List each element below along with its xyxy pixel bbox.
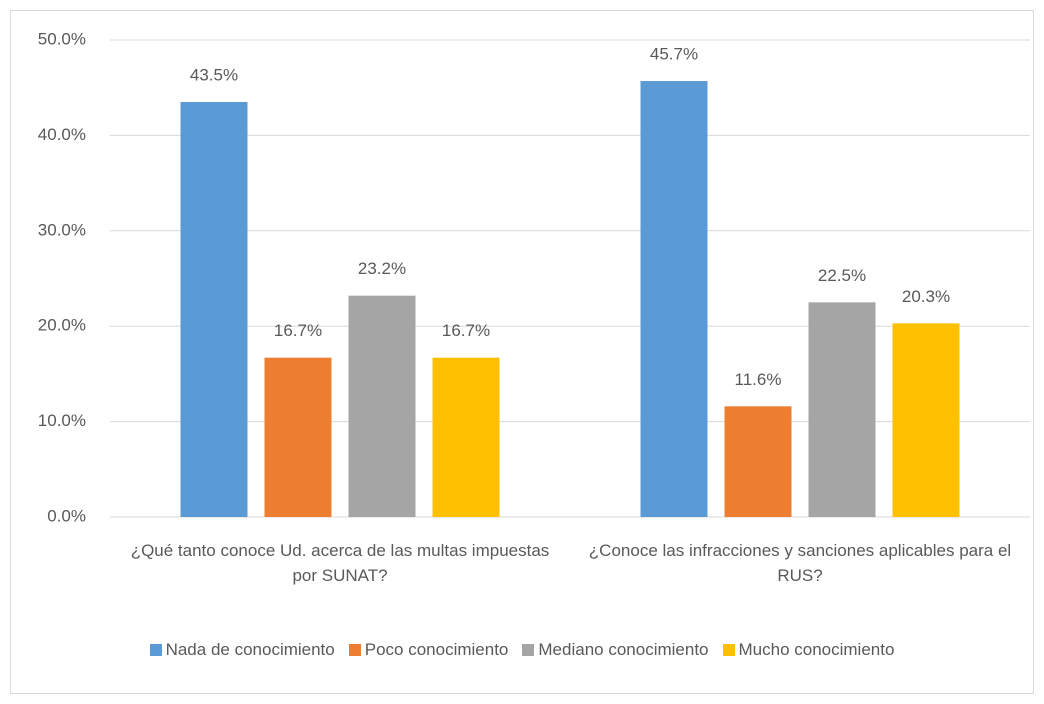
- data-label: 11.6%: [735, 370, 782, 389]
- bar: [640, 81, 708, 517]
- legend-item: Mediano conocimiento: [522, 640, 709, 660]
- y-tick-label: 10.0%: [38, 411, 86, 430]
- legend: Nada de conocimiento Poco conocimiento Med…: [10, 640, 1034, 660]
- y-tick-label: 40.0%: [38, 125, 86, 144]
- y-tick-label: 0.0%: [47, 506, 86, 525]
- legend-label: Mucho conocimiento: [738, 640, 895, 659]
- legend-label: Poco conocimiento: [364, 640, 509, 659]
- y-tick-label: 30.0%: [38, 220, 86, 239]
- x-tick-label: ¿Qué tanto conoce Ud. acerca de las mult…: [130, 541, 550, 585]
- y-tick-label: 20.0%: [38, 316, 86, 335]
- bar: [348, 295, 416, 517]
- legend-item: Mucho conocimiento: [722, 640, 895, 660]
- data-label: 16.7%: [274, 321, 322, 340]
- legend-item: Poco conocimiento: [348, 640, 509, 660]
- legend-swatch: [149, 644, 162, 656]
- chart-border: [10, 10, 1034, 694]
- bar: [432, 357, 500, 517]
- legend-swatch: [348, 644, 361, 656]
- data-label: 16.7%: [442, 321, 490, 340]
- data-label: 23.2%: [358, 259, 406, 278]
- legend-swatch: [522, 644, 535, 656]
- data-label: 22.5%: [818, 266, 866, 285]
- legend-item: Nada de conocimiento: [149, 640, 335, 660]
- data-label: 43.5%: [190, 65, 238, 84]
- bar: [180, 102, 248, 517]
- bar: [892, 323, 960, 517]
- legend-label: Nada de conocimiento: [165, 640, 335, 659]
- bar: [264, 357, 332, 517]
- y-tick-label: 50.0%: [38, 29, 86, 48]
- bar: [808, 302, 876, 517]
- legend-swatch: [722, 644, 735, 656]
- x-tick-label: ¿Conoce las infracciones y sanciones apl…: [588, 541, 1012, 585]
- data-label: 45.7%: [650, 45, 698, 64]
- bar: [724, 406, 792, 517]
- data-label: 20.3%: [902, 287, 950, 306]
- legend-label: Mediano conocimiento: [538, 640, 709, 659]
